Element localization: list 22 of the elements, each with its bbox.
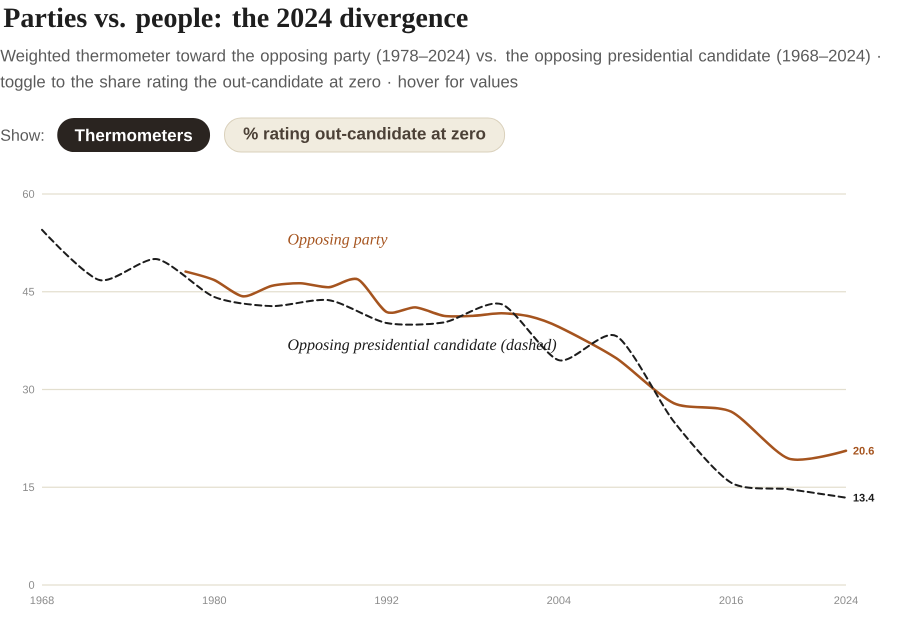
text: % rating out-candidate at zero <box>244 127 486 143</box>
x-tick-label: 2024 <box>834 596 858 604</box>
text: Show: <box>1 129 44 141</box>
text: Opposing party <box>288 234 388 248</box>
data-label: 13.4 <box>854 494 874 502</box>
data-label: 20.6 <box>853 446 874 455</box>
y-tick-label: 30 <box>22 386 34 394</box>
y-tick-label: 0 <box>28 581 34 589</box>
x-tick-label: 2016 <box>719 596 743 604</box>
x-tick-label: 1968 <box>30 596 54 604</box>
line-series <box>184 270 848 461</box>
line-series <box>41 228 847 499</box>
y-tick-label: 60 <box>22 190 34 198</box>
series-label: Opposing presidential candidate (dashed) <box>288 338 556 354</box>
chart-title: Parties vs. people: the 2024 divergence <box>4 8 468 34</box>
text: Thermometers <box>74 128 192 142</box>
y-tick-label: 45 <box>22 288 34 296</box>
x-tick-label: 1992 <box>375 596 398 604</box>
x-tick-label: 2004 <box>547 596 571 604</box>
y-tick-label: 15 <box>23 483 34 492</box>
x-tick-label: 1980 <box>202 596 226 604</box>
chart-subtitle: Weighted thermometer toward the opposing party (1978–2024) vs. the opposing presidential candidate (1968–2024) · toggle to the share rating the out-candidate at zero · hover for values <box>0 49 880 91</box>
